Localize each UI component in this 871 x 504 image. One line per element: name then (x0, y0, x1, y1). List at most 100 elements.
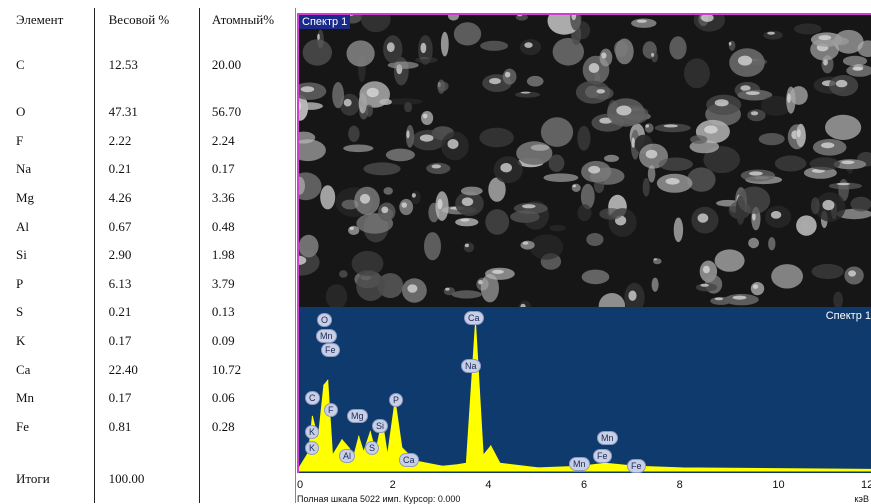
sem-grain-highlight (407, 284, 417, 293)
atomic-cell: 56.70 (202, 98, 296, 127)
sem-grain (825, 115, 861, 140)
peak-label-badge: Fe (627, 459, 646, 473)
sem-grain (768, 237, 775, 250)
weight-cell: 0.67 (99, 212, 202, 241)
sem-grain-highlight (406, 130, 409, 138)
weight-cell: 0.81 (99, 413, 202, 442)
sem-grain-highlight (524, 42, 532, 48)
spectrum-point (457, 464, 458, 465)
x-tick-label: 0 (297, 479, 303, 491)
atomic-cell: 10.72 (202, 355, 296, 384)
spectrum-point (332, 455, 333, 456)
x-tick-label: 12 (861, 479, 871, 491)
peak-label-badge: K (305, 441, 319, 455)
sem-grain-highlight (601, 52, 606, 58)
weight-cell: 22.40 (99, 355, 202, 384)
sem-grain-highlight (350, 227, 354, 230)
sem-grain (320, 185, 335, 209)
spectrum-label: Спектр 1 (826, 310, 871, 322)
spectrum-point (442, 466, 443, 467)
sem-grain (751, 282, 764, 295)
sem-grain-highlight (698, 213, 709, 222)
weight-cell: 2.90 (99, 241, 202, 270)
total-label: Итоги (6, 465, 99, 494)
total-empty (202, 465, 296, 494)
sem-grain (521, 241, 535, 250)
atomic-cell: 0.17 (202, 155, 296, 184)
element-cell: Si (6, 241, 99, 270)
sem-grain (343, 145, 373, 153)
sem-grain (645, 123, 654, 132)
sem-grain-highlight (631, 138, 635, 148)
x-tick-label: 10 (772, 479, 784, 491)
sem-grain (363, 162, 400, 175)
sem-grain (411, 191, 421, 204)
spectrum-point (483, 455, 484, 456)
sem-grain-highlight (465, 244, 469, 248)
sem-grain-highlight (637, 20, 647, 23)
sem-grain (748, 238, 759, 248)
sem-grain-highlight (500, 163, 512, 172)
spectrum-point (318, 439, 319, 440)
sem-grain-highlight (381, 207, 388, 214)
sem-grain-highlight (445, 288, 449, 291)
sem-grain-highlight (432, 164, 442, 168)
sem-grain (794, 23, 821, 34)
sem-grain (747, 109, 765, 121)
peak-label-badge: K (305, 425, 319, 439)
element-cell: F (6, 127, 99, 156)
sem-grain-highlight (751, 111, 758, 115)
peak-label-badge: Mn (316, 329, 337, 343)
sem-grain (347, 40, 375, 66)
peak-label-badge: F (324, 403, 338, 417)
element-cell: Na (6, 155, 99, 184)
spectrum-point (466, 463, 467, 464)
sem-grain (674, 218, 683, 243)
sem-image[interactable]: Спектр 1 (297, 13, 871, 307)
sem-grain-highlight (797, 129, 801, 137)
sem-grain-highlight (715, 298, 724, 301)
sem-grain-highlight (651, 53, 654, 57)
x-tick-label: 6 (581, 479, 587, 491)
sem-grain (796, 215, 817, 235)
sem-grain (738, 187, 770, 215)
sem-grain (503, 69, 517, 85)
sem-grain-highlight (818, 35, 831, 40)
spacer-row (6, 441, 296, 465)
peak-label-badge: P (389, 393, 403, 407)
sem-grain-highlight (344, 99, 352, 107)
peak-label-badge: S (365, 441, 379, 455)
sem-grain (669, 36, 686, 59)
peak-label-badge: O (317, 313, 332, 327)
peak-label-badge: Mn (597, 431, 618, 445)
atomic-cell: 1.98 (202, 241, 296, 270)
atomic-cell: 20.00 (202, 32, 296, 98)
sem-grain (332, 82, 344, 108)
sem-grain (485, 209, 509, 235)
header-weight: Весовой % (99, 10, 202, 32)
atomic-cell: 0.06 (202, 384, 296, 413)
sem-grain-highlight (572, 185, 576, 188)
sem-grain-highlight (521, 92, 531, 94)
atomic-cell: 3.36 (202, 184, 296, 213)
sem-grain (514, 203, 548, 214)
sem-grain (615, 39, 633, 65)
sem-grain (479, 128, 514, 148)
sem-grain-highlight (492, 270, 504, 274)
sem-grain (600, 49, 613, 67)
sem-grain-highlight (628, 291, 636, 301)
sem-grain-highlight (767, 32, 775, 35)
spectrum-point (490, 445, 491, 446)
sem-grain-highlight (437, 199, 442, 209)
sem-grain-highlight (423, 114, 428, 119)
sem-grain-highlight (704, 126, 718, 134)
sem-grain-highlight (588, 166, 600, 174)
table-header-row: Элемент Весовой % Атомный% (6, 10, 296, 32)
